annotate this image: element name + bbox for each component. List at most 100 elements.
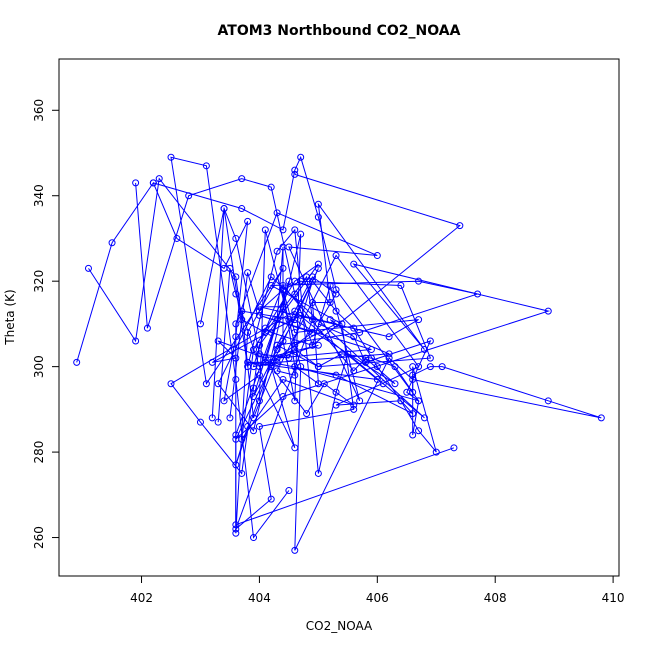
data-point <box>273 358 281 366</box>
y-tick-label: 260 <box>32 526 46 549</box>
data-point <box>226 264 234 272</box>
data-point <box>420 346 428 354</box>
data-point <box>196 418 204 426</box>
data-point <box>314 260 322 268</box>
series-line <box>135 156 378 539</box>
data-point <box>267 273 275 281</box>
x-tick-label: 402 <box>130 591 153 605</box>
data-point <box>238 469 246 477</box>
data-point <box>350 405 358 413</box>
data-point <box>279 226 287 234</box>
data-point <box>291 170 299 178</box>
data-point <box>250 393 258 401</box>
data-point <box>202 162 210 170</box>
data-point <box>279 286 287 294</box>
data-point <box>303 273 311 281</box>
data-point <box>255 397 263 405</box>
data-point <box>232 521 240 529</box>
data-point <box>367 354 375 362</box>
data-point <box>73 358 81 366</box>
data-point <box>232 273 240 281</box>
x-tick-label: 408 <box>484 591 507 605</box>
data-point <box>373 252 381 260</box>
data-point <box>308 316 316 324</box>
data-point <box>432 448 440 456</box>
data-point <box>303 410 311 418</box>
data-point <box>297 153 305 161</box>
data-point <box>350 260 358 268</box>
data-point <box>232 435 240 443</box>
data-point <box>232 431 240 439</box>
data-point <box>173 234 181 242</box>
y-tick-label: 360 <box>32 99 46 122</box>
y-tick-label: 340 <box>32 184 46 207</box>
data-point <box>314 363 322 371</box>
data-point <box>279 337 287 345</box>
data-point <box>238 205 246 213</box>
data-point <box>255 422 263 430</box>
data-point <box>314 469 322 477</box>
data-point <box>415 277 423 285</box>
data-point <box>84 264 92 272</box>
data-point <box>456 222 464 230</box>
data-point <box>438 363 446 371</box>
y-tick-label: 300 <box>32 355 46 378</box>
data-point <box>226 414 234 422</box>
data-point <box>450 444 458 452</box>
data-point <box>385 333 393 341</box>
data-point <box>332 252 340 260</box>
data-point <box>385 354 393 362</box>
plot-series <box>73 153 605 554</box>
data-point <box>597 414 605 422</box>
data-point <box>250 346 258 354</box>
data-point <box>232 320 240 328</box>
data-point <box>279 375 287 383</box>
data-point <box>397 281 405 289</box>
data-point <box>308 277 316 285</box>
data-point <box>356 397 364 405</box>
data-point <box>409 388 417 396</box>
data-point <box>332 388 340 396</box>
x-tick-label: 406 <box>366 591 389 605</box>
data-point <box>267 495 275 503</box>
data-point <box>255 350 263 358</box>
data-point <box>220 397 228 405</box>
data-point <box>314 264 322 272</box>
data-point <box>149 179 157 187</box>
data-point <box>273 346 281 354</box>
data-point <box>409 371 417 379</box>
data-point <box>279 393 287 401</box>
chart-title: ATOM3 Northbound CO2_NOAA <box>218 23 461 39</box>
data-point <box>232 375 240 383</box>
data-point <box>167 153 175 161</box>
data-point <box>332 286 340 294</box>
data-point <box>314 200 322 208</box>
data-point <box>291 166 299 174</box>
data-point <box>285 487 293 495</box>
data-point <box>338 320 346 328</box>
data-point <box>338 350 346 358</box>
series-line <box>229 202 551 440</box>
data-point <box>185 192 193 200</box>
data-point <box>409 363 417 371</box>
data-point <box>132 179 140 187</box>
data-point <box>291 546 299 554</box>
data-point <box>326 281 334 289</box>
plot-frame <box>58 58 620 577</box>
data-point <box>544 397 552 405</box>
data-point <box>291 397 299 405</box>
data-point <box>143 324 151 332</box>
data-point <box>214 337 222 345</box>
data-point <box>261 328 269 336</box>
data-point <box>244 269 252 277</box>
data-point <box>232 529 240 537</box>
data-point <box>255 307 263 315</box>
y-axis-label: Theta (K) <box>3 289 17 345</box>
data-point <box>332 371 340 379</box>
data-point <box>261 226 269 234</box>
data-point <box>244 363 252 371</box>
data-point <box>244 217 252 225</box>
data-point <box>250 427 258 435</box>
data-point <box>544 307 552 315</box>
